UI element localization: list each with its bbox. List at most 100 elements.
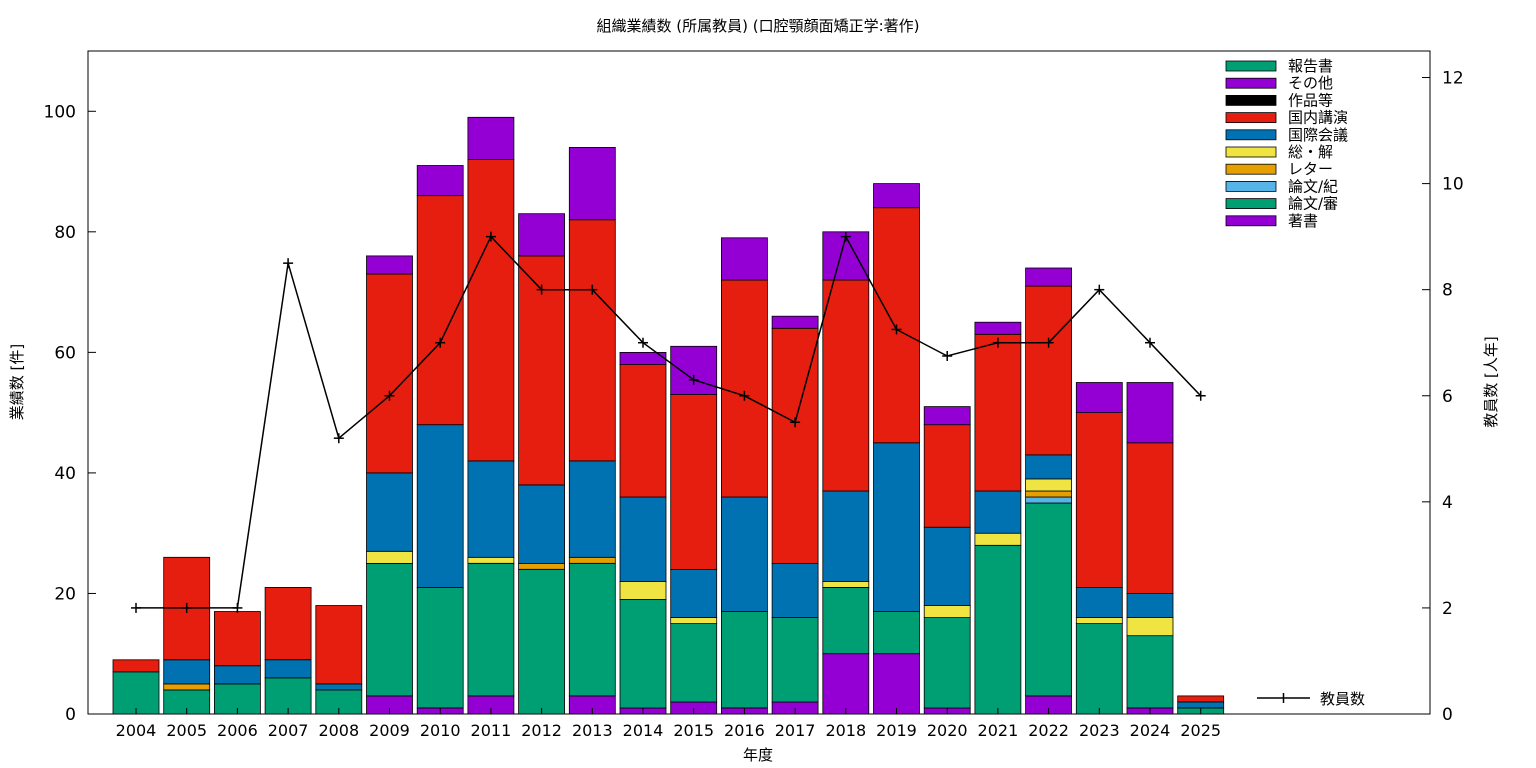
bar-2006-国際会議 <box>213 665 261 685</box>
bar-2018-国内講演 <box>822 279 870 492</box>
bar-2018-論文-審 <box>822 587 870 655</box>
bar-2019-その他 <box>873 183 920 209</box>
x-tick-label: 2023 <box>1079 721 1120 740</box>
legend-label: 報告書 <box>1288 57 1333 75</box>
bar-2010-その他 <box>416 165 464 197</box>
x-tick-label: 2013 <box>572 721 613 740</box>
bar-2016-論文-審 <box>721 611 768 709</box>
x-tick-label: 2022 <box>1028 721 1069 740</box>
bar-2015-国内講演 <box>670 394 718 570</box>
y2-tick-label: 8 <box>1442 281 1453 301</box>
staff-count-point-2022 <box>1043 337 1054 348</box>
legend-swatch <box>1225 215 1277 227</box>
legend-swatch <box>1225 180 1277 192</box>
bar-2010-論文-審 <box>416 587 464 709</box>
bar-2018-総-解 <box>822 581 870 588</box>
staff-count-point-2004 <box>131 602 141 613</box>
legend-swatch <box>1225 198 1277 210</box>
bar-2019-国際会議 <box>873 442 920 612</box>
bar-2013-国内講演 <box>568 219 616 462</box>
bar-2024-国際会議 <box>1126 593 1174 619</box>
staff-count-point-2010 <box>435 337 446 348</box>
x-tick-label: 2011 <box>471 721 512 740</box>
y2-tick-label: 6 <box>1442 387 1453 407</box>
axes: 0 20 40 60 80 100 0 2 4 6 8 10 12 2004 2005 2006 2007 200… <box>44 69 1464 740</box>
legend-item-論文-紀: 論文/紀 <box>1225 177 1338 195</box>
x-tick-label: 2007 <box>268 721 309 740</box>
bar-2024-論文-審 <box>1126 635 1174 709</box>
x-tick-label: 2014 <box>623 721 664 740</box>
y-axis-label: 業績数 [件] <box>8 344 26 420</box>
bar-2014-国内講演 <box>619 363 667 498</box>
staff-count-line <box>136 234 1202 609</box>
staff-count-point-2021 <box>992 337 1003 348</box>
x-tick-label: 2010 <box>420 721 461 740</box>
staff-count-point-2024 <box>1145 337 1155 348</box>
staff-count-point-2005 <box>181 602 192 613</box>
y2-tick-label: 12 <box>1442 69 1464 89</box>
chart-title: 組織業績数 (所属教員) (口腔顎顔面矯正学:著作) <box>596 17 919 35</box>
bar-2015-総-解 <box>670 617 718 624</box>
staff-count-point-2019 <box>891 324 902 335</box>
bar-2015-国際会議 <box>670 568 718 618</box>
staff-count-point-2007 <box>283 258 294 269</box>
bar-2005-国際会議 <box>163 659 211 685</box>
legend-label: 論文/審 <box>1288 195 1338 213</box>
staff-count-point-2020 <box>942 350 953 361</box>
bar-2017-国際会議 <box>771 562 819 618</box>
staff-count-point-2009 <box>384 390 395 401</box>
bar-2004-国内講演 <box>112 659 160 673</box>
x-tick-label: 2017 <box>775 721 816 740</box>
bar-2013-レター <box>568 556 616 564</box>
bar-2016-その他 <box>721 237 768 281</box>
bar-2012-その他 <box>518 213 565 257</box>
bar-2022-国際会議 <box>1025 454 1072 480</box>
bar-2020-総-解 <box>923 605 971 619</box>
legend-item-論文-審: 論文/審 <box>1225 195 1338 213</box>
bar-2012-国際会議 <box>518 484 565 564</box>
bar-2013-その他 <box>568 146 616 221</box>
legend-swatch <box>1225 77 1277 89</box>
y2-tick-label: 10 <box>1442 175 1464 195</box>
staff-count-point-2011 <box>485 231 496 242</box>
legend-label: 作品等 <box>1288 91 1333 109</box>
bar-2004-論文-審 <box>112 671 160 715</box>
staff-count-point-2015 <box>688 374 699 385</box>
legend-item-staff-count: 教員数 <box>1257 690 1365 708</box>
legend-swatch <box>1225 60 1277 72</box>
y2-tick-label: 2 <box>1442 599 1453 619</box>
bar-2017-その他 <box>771 315 819 329</box>
bar-2011-論文-審 <box>467 562 515 697</box>
y-tick-label: 40 <box>54 464 76 484</box>
legend-item-著書: 著書 <box>1225 212 1318 230</box>
bar-2021-論文-審 <box>974 544 1022 715</box>
bar-2019-著書 <box>873 653 920 715</box>
bar-2022-その他 <box>1025 267 1072 287</box>
staff-line <box>131 231 1206 613</box>
bar-2019-論文-審 <box>873 611 920 655</box>
staff-count-point-2013 <box>587 284 598 295</box>
bar-2014-総-解 <box>619 581 667 600</box>
bar-2007-国際会議 <box>264 659 312 679</box>
bar-2024-国内講演 <box>1126 442 1174 594</box>
staff-count-point-2025 <box>1195 390 1206 401</box>
y-tick-label: 0 <box>65 705 76 725</box>
bar-2009-総-解 <box>366 550 413 564</box>
legend-item-報告書: 報告書 <box>1225 57 1333 75</box>
bar-2011-国際会議 <box>467 460 515 558</box>
legend-label: その他 <box>1288 74 1333 92</box>
y2-tick-label: 4 <box>1442 493 1453 513</box>
x-tick-label: 2019 <box>876 721 917 740</box>
bar-2022-レター <box>1025 490 1072 498</box>
x-tick-label: 2025 <box>1180 721 1221 740</box>
bar-2022-論文-紀 <box>1025 496 1072 504</box>
x-tick-label: 2020 <box>927 721 968 740</box>
x-tick-label: 2016 <box>724 721 765 740</box>
x-tick-label: 2006 <box>217 721 258 740</box>
bar-2009-論文-審 <box>366 562 413 697</box>
bar-2017-論文-審 <box>771 617 819 703</box>
legend-label: 総・解 <box>1288 143 1333 161</box>
bar-2023-論文-審 <box>1075 623 1123 715</box>
bar-2020-その他 <box>923 406 971 426</box>
